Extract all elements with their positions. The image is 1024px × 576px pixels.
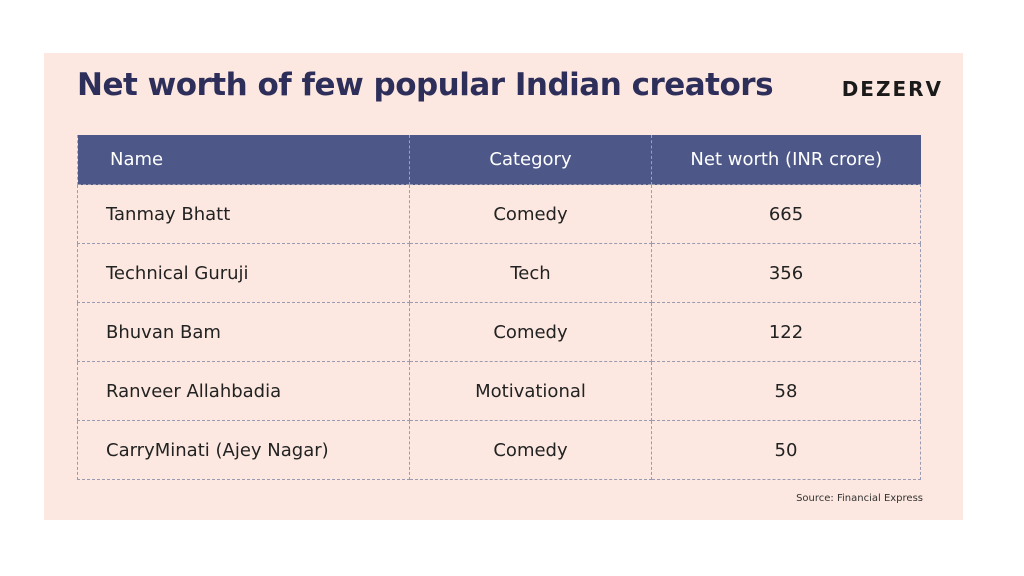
table-row: Bhuvan Bam Comedy 122 xyxy=(77,302,921,362)
table-cell: Comedy xyxy=(409,184,652,244)
title: Net worth of few popular Indian creators xyxy=(77,67,774,103)
table-cell: Tanmay Bhatt xyxy=(77,184,410,244)
table-cell: CarryMinati (Ajey Nagar) xyxy=(77,420,410,480)
table-cell: 50 xyxy=(651,420,921,480)
table-cell: Comedy xyxy=(409,302,652,362)
column-header: Net worth (INR crore) xyxy=(651,135,921,185)
table-row: Tanmay Bhatt Comedy 665 xyxy=(77,184,921,244)
table-cell: 122 xyxy=(651,302,921,362)
table-cell: Comedy xyxy=(409,420,652,480)
table-cell: 58 xyxy=(651,361,921,421)
column-header: Name xyxy=(77,135,410,185)
table-row: CarryMinati (Ajey Nagar) Comedy 50 xyxy=(77,420,921,480)
source: Source: Financial Express xyxy=(796,493,923,504)
table-cell: Motivational xyxy=(409,361,652,421)
table: Name Category Net worth (INR crore) Tanmay… xyxy=(77,135,921,480)
table-cell: Bhuvan Bam xyxy=(77,302,410,362)
table-row: Technical Guruji Tech 356 xyxy=(77,243,921,303)
table-cell: Tech xyxy=(409,243,652,303)
table-body: Tanmay Bhatt Comedy 665 Technical Guruji Tec… xyxy=(77,184,921,480)
table-cell: 665 xyxy=(651,184,921,244)
card: Net worth of few popular Indian creators… xyxy=(44,53,963,520)
table-cell: Ranveer Allahbadia xyxy=(77,361,410,421)
brand: DEZERV xyxy=(841,77,943,101)
table-row: Ranveer Allahbadia Motivational 58 xyxy=(77,361,921,421)
table-cell: 356 xyxy=(651,243,921,303)
column-header: Category xyxy=(409,135,652,185)
header-row: Name Category Net worth (INR crore) xyxy=(77,135,921,185)
table-cell: Technical Guruji xyxy=(77,243,410,303)
